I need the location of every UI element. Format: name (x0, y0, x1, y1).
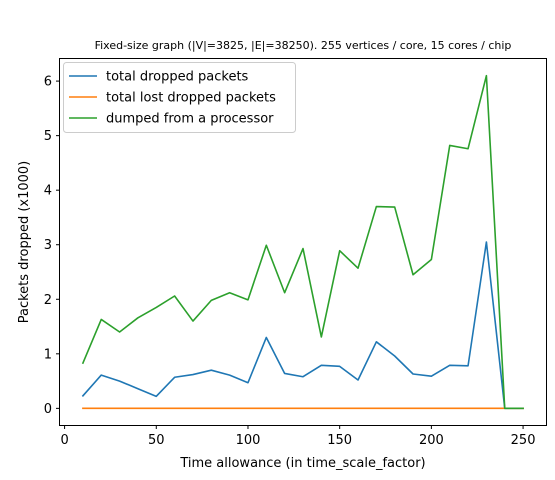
series-line-2 (81, 74, 524, 410)
y-axis-label: Packets dropped (x1000) (17, 161, 32, 324)
legend-label-1: total lost dropped packets (106, 91, 276, 106)
y-tick-label: 0 (44, 402, 52, 417)
chart-title: Fixed-size graph (|V|=3825, |E|=38250). … (95, 39, 512, 52)
legend-label-2: dumped from a processor (106, 112, 274, 127)
x-tick-label: 150 (327, 433, 352, 448)
y-tick-label: 1 (44, 347, 52, 362)
x-tick-label: 200 (419, 433, 444, 448)
y-tick-label: 4 (44, 184, 52, 199)
y-tick-label: 3 (44, 238, 52, 253)
x-tick-label: 100 (236, 433, 261, 448)
legend-label-0: total dropped packets (106, 70, 249, 85)
x-tick-label: 0 (60, 433, 68, 448)
x-tick-label: 50 (148, 433, 165, 448)
series-line-0 (81, 241, 524, 410)
plot-frame (59, 58, 547, 426)
y-tick-label: 2 (44, 293, 52, 308)
x-axis-label: Time allowance (in time_scale_factor) (179, 456, 425, 471)
x-axis: 0 50 100 150 200 250 (60, 425, 535, 448)
legend: total dropped packets total lost dropped … (63, 62, 296, 133)
legend-box (63, 62, 296, 133)
y-axis: 0 1 2 3 4 5 6 (44, 75, 60, 417)
series-layer (81, 74, 524, 410)
x-tick-label: 250 (511, 433, 536, 448)
y-tick-label: 5 (44, 129, 52, 144)
y-tick-label: 6 (44, 75, 52, 90)
